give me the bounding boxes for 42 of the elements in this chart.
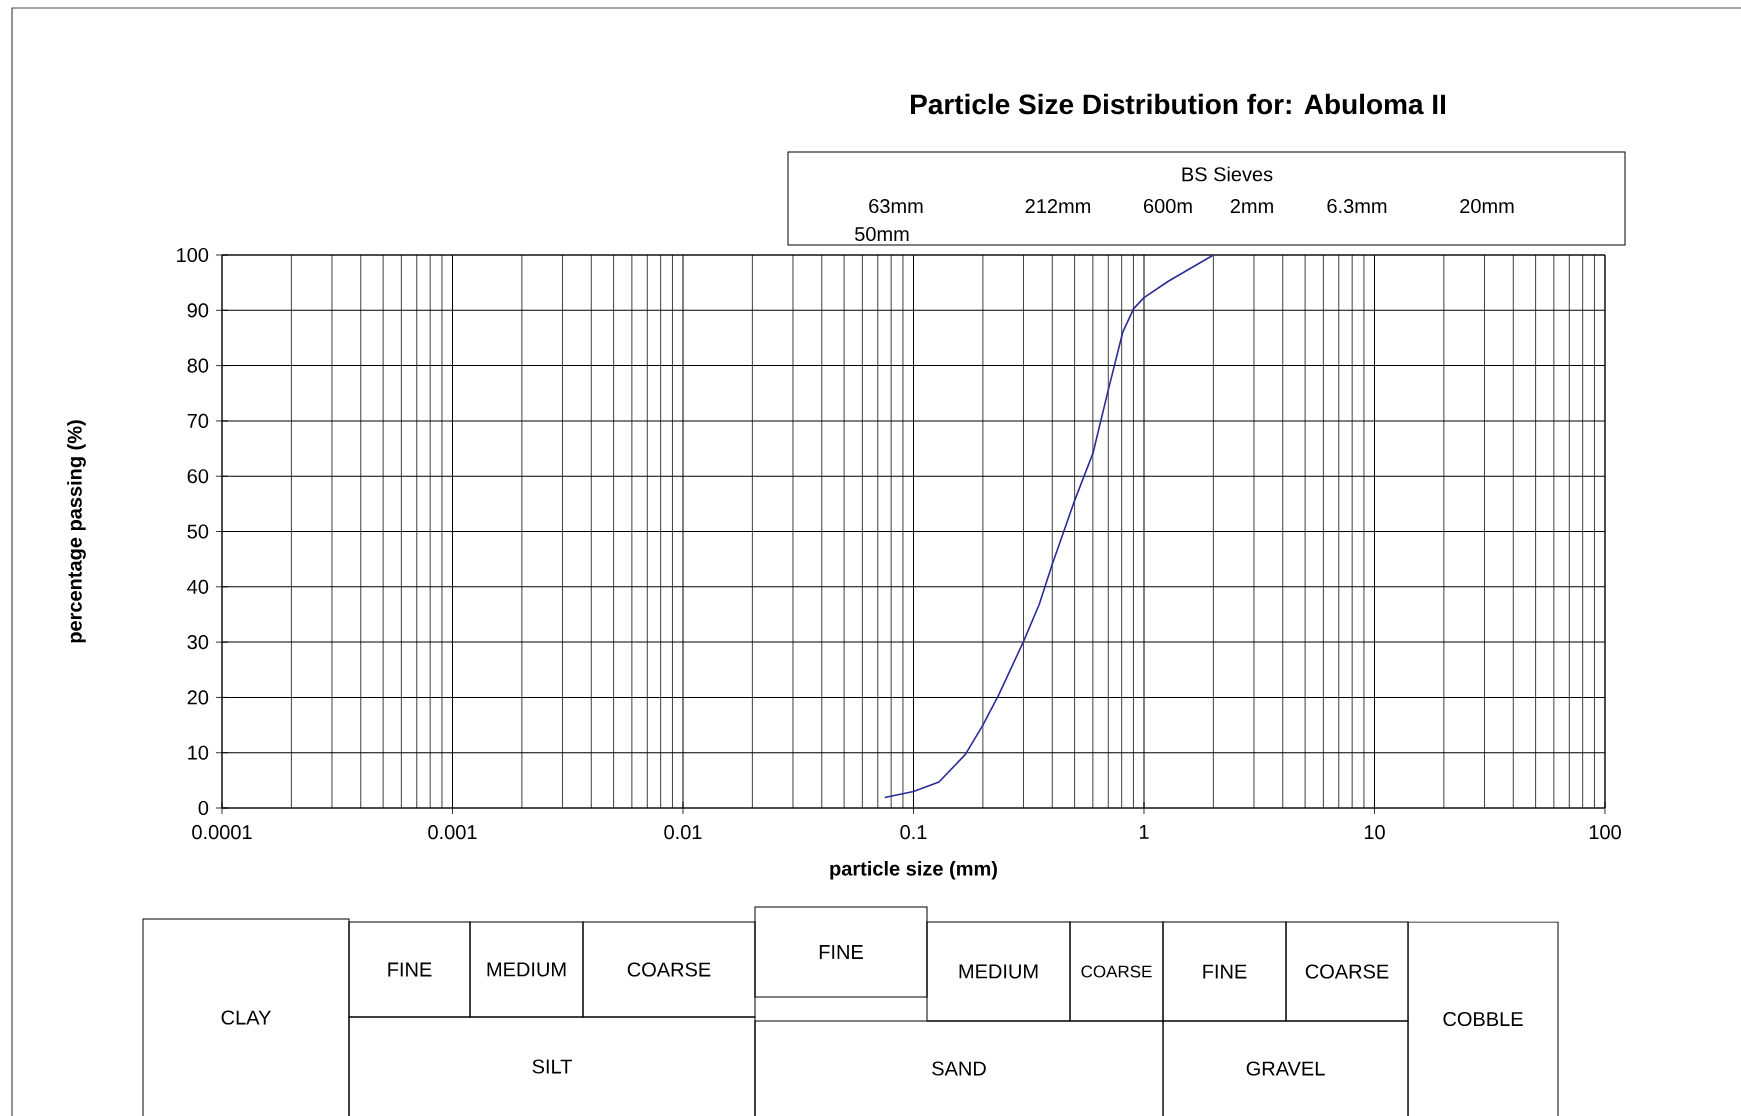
text: CLAY	[221, 1010, 271, 1025]
text: SAND	[932, 1061, 986, 1076]
text: COBBLE	[1443, 1011, 1523, 1027]
text: 600m	[1144, 198, 1192, 214]
y-axis-title: percentage passing (%)	[67, 420, 86, 643]
y-tick-label: 30	[187, 635, 209, 650]
y-tick-label: 100	[177, 247, 209, 263]
y-tick-label: 10	[188, 745, 209, 760]
text: 6.3mm	[1327, 198, 1387, 214]
x-tick-label: 100	[1589, 825, 1621, 840]
x-axis-title: particle size (mm)	[830, 860, 997, 880]
text: GRAVEL	[1246, 1061, 1325, 1076]
x-tick-label: 1	[1139, 825, 1149, 839]
text: COARSE	[1305, 964, 1389, 979]
chart-title: Particle Size Distribution for: Abuloma II	[911, 93, 1445, 115]
y-tick-label: 60	[187, 469, 209, 484]
x-tick-label: 10	[1364, 825, 1385, 840]
text: COARSE	[1081, 965, 1152, 978]
x-tick-label: 0.0001	[192, 825, 252, 840]
text: MEDIUM	[959, 964, 1038, 979]
text: 20mm	[1460, 198, 1514, 214]
x-tick-label: 0.1	[900, 825, 927, 840]
y-tick-label: 40	[187, 579, 209, 594]
y-tick-label: 70	[187, 413, 209, 428]
x-tick-label: 0.01	[664, 825, 702, 840]
y-tick-label: 80	[187, 358, 209, 373]
text: COARSE	[627, 962, 711, 977]
text: FINE	[1203, 964, 1247, 979]
text: SILT	[532, 1059, 572, 1074]
text: 50mm	[855, 226, 909, 242]
text: FINE	[819, 945, 863, 959]
text: 212mm	[1025, 199, 1091, 213]
text: 63mm	[869, 198, 923, 214]
text: 2mm	[1230, 199, 1273, 213]
text: BS Sieves	[1182, 166, 1273, 182]
y-tick-label: 50	[187, 524, 209, 539]
y-tick-label: 20	[187, 690, 209, 705]
y-tick-label: 90	[187, 303, 209, 318]
y-tick-label: 0	[198, 800, 209, 816]
x-tick-label: 0.001	[428, 825, 477, 840]
text: FINE	[388, 962, 432, 977]
text: MEDIUM	[487, 962, 566, 977]
